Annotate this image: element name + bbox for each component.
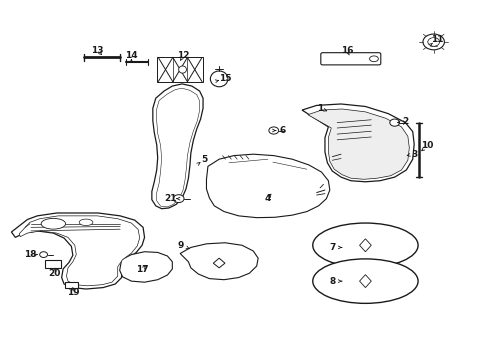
- Ellipse shape: [210, 71, 227, 87]
- Text: 18: 18: [23, 250, 36, 259]
- Ellipse shape: [79, 219, 93, 226]
- Text: 21: 21: [164, 194, 176, 203]
- Text: 15: 15: [218, 75, 231, 84]
- Polygon shape: [120, 252, 172, 282]
- Text: 13: 13: [91, 46, 103, 55]
- Text: 10: 10: [420, 141, 433, 150]
- Ellipse shape: [312, 223, 417, 267]
- Text: 12: 12: [177, 51, 189, 60]
- FancyBboxPatch shape: [64, 282, 78, 288]
- Ellipse shape: [40, 252, 47, 257]
- Ellipse shape: [422, 34, 444, 50]
- Text: 7: 7: [328, 243, 335, 252]
- Ellipse shape: [41, 219, 65, 229]
- Polygon shape: [157, 88, 199, 207]
- Text: 2: 2: [402, 117, 407, 126]
- Polygon shape: [180, 243, 258, 280]
- FancyBboxPatch shape: [45, 260, 61, 268]
- Ellipse shape: [389, 119, 399, 126]
- Text: 11: 11: [430, 35, 443, 44]
- Ellipse shape: [369, 56, 378, 62]
- Text: 3: 3: [410, 150, 416, 159]
- Ellipse shape: [312, 259, 417, 303]
- Text: 1: 1: [316, 104, 323, 113]
- Text: 14: 14: [125, 51, 138, 60]
- Polygon shape: [302, 104, 413, 182]
- Text: 4: 4: [264, 194, 270, 203]
- Polygon shape: [307, 109, 408, 179]
- Polygon shape: [19, 216, 140, 286]
- Ellipse shape: [178, 66, 186, 73]
- Polygon shape: [206, 154, 329, 218]
- Polygon shape: [359, 239, 370, 252]
- Text: 17: 17: [136, 265, 148, 274]
- Text: 5: 5: [201, 155, 207, 164]
- FancyBboxPatch shape: [320, 53, 380, 65]
- Ellipse shape: [173, 195, 183, 203]
- Polygon shape: [213, 258, 224, 268]
- FancyBboxPatch shape: [157, 57, 203, 82]
- Polygon shape: [152, 84, 203, 209]
- Text: 9: 9: [178, 241, 184, 250]
- Text: 8: 8: [328, 276, 335, 285]
- Text: 20: 20: [48, 269, 61, 278]
- Text: 6: 6: [279, 126, 285, 135]
- Text: 16: 16: [340, 46, 352, 55]
- Ellipse shape: [427, 38, 439, 46]
- Text: 19: 19: [66, 288, 79, 297]
- Polygon shape: [11, 213, 144, 289]
- Ellipse shape: [268, 127, 278, 134]
- Polygon shape: [359, 275, 370, 288]
